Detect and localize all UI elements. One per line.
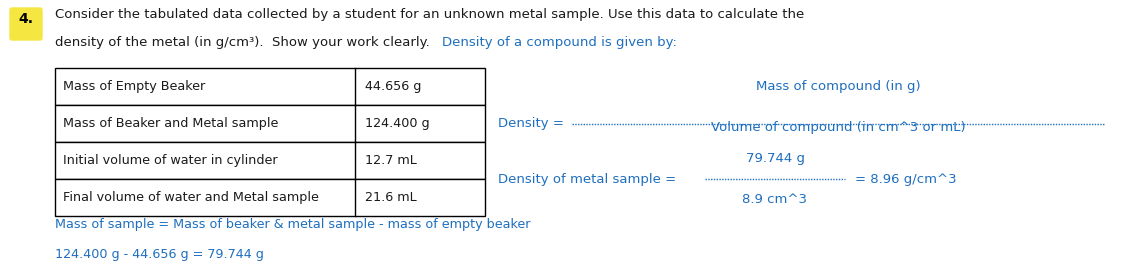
Text: 4.: 4. (18, 12, 34, 26)
Text: 44.656 g: 44.656 g (365, 80, 421, 93)
Text: Mass of sample = Mass of beaker & metal sample - mass of empty beaker: Mass of sample = Mass of beaker & metal … (55, 218, 530, 231)
Text: = 8.96 g/cm^3: = 8.96 g/cm^3 (855, 173, 957, 185)
Text: 124.400 g: 124.400 g (365, 117, 430, 130)
Text: Consider the tabulated data collected by a student for an unknown metal sample. : Consider the tabulated data collected by… (55, 8, 804, 21)
Text: Final volume of water and Metal sample: Final volume of water and Metal sample (63, 191, 319, 204)
Text: 124.400 g - 44.656 g = 79.744 g: 124.400 g - 44.656 g = 79.744 g (55, 248, 264, 261)
Text: Initial volume of water in cylinder: Initial volume of water in cylinder (63, 154, 277, 167)
Text: Density of a compound is given by:: Density of a compound is given by: (442, 36, 677, 49)
Text: 12.7 mL: 12.7 mL (365, 154, 417, 167)
Bar (55, 105, 485, 142)
Bar (55, 142, 485, 179)
Text: 21.6 mL: 21.6 mL (365, 191, 417, 204)
Text: Density of metal sample =: Density of metal sample = (497, 173, 676, 185)
Text: Volume of compound (in cm^3 or mL): Volume of compound (in cm^3 or mL) (711, 121, 966, 134)
Text: Density =: Density = (497, 117, 564, 130)
FancyBboxPatch shape (10, 8, 42, 40)
Text: 8.9 cm^3: 8.9 cm^3 (742, 193, 807, 206)
Text: Mass of Empty Beaker: Mass of Empty Beaker (63, 80, 206, 93)
Bar (55, 179, 485, 216)
Text: Mass of Beaker and Metal sample: Mass of Beaker and Metal sample (63, 117, 279, 130)
Bar (55, 68, 485, 105)
Text: density of the metal (in g/cm³).  Show your work clearly.: density of the metal (in g/cm³). Show yo… (55, 36, 430, 49)
Text: Mass of compound (in g): Mass of compound (in g) (756, 80, 921, 93)
Text: 79.744 g: 79.744 g (746, 152, 804, 165)
